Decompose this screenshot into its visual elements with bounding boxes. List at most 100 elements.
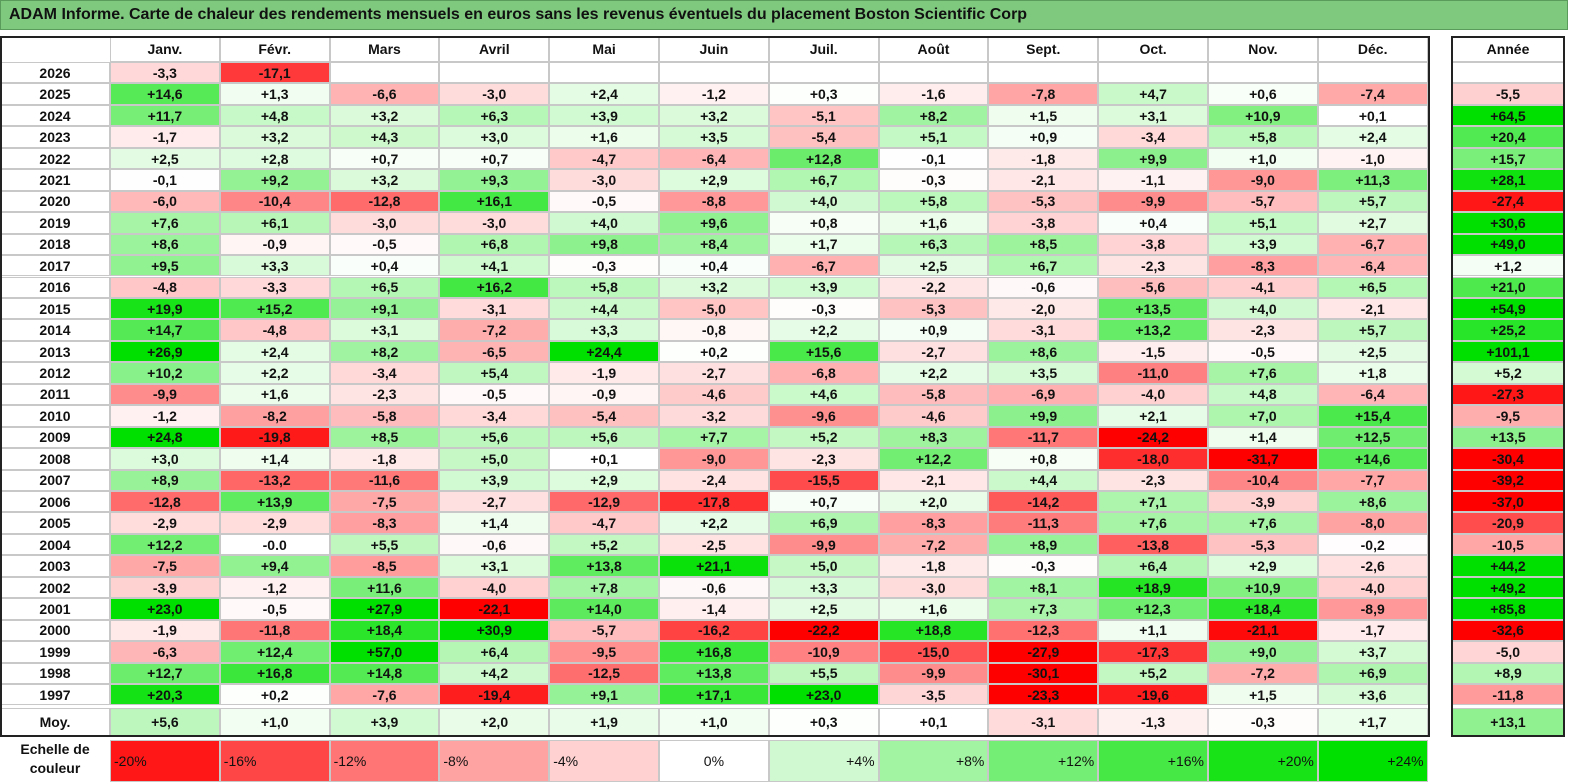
heat-cell: -6,9 (988, 383, 1099, 406)
color-scale-label: Echelle de couleur (2, 740, 108, 782)
average-cell: +0,1 (878, 707, 989, 736)
heat-cell: +0,6 (1208, 83, 1318, 105)
annual-cell: +21,0 (1452, 276, 1564, 298)
color-scale-swatch: +8% (878, 740, 989, 782)
average-cell: -1,3 (1098, 707, 1208, 736)
color-scale-swatch: +12% (988, 740, 1099, 782)
heat-cell: -9,9 (878, 662, 989, 685)
year-label: 2012 (0, 362, 110, 384)
heat-cell: -3,8 (988, 212, 1099, 234)
heat-cell: -2,3 (1098, 255, 1208, 277)
heat-cell: +3,3 (768, 576, 879, 599)
heat-cell: -0,5 (1208, 340, 1318, 363)
heat-cell: +16,8 (659, 641, 769, 663)
heat-cell: +4,3 (329, 126, 440, 148)
heat-cell: -6,4 (659, 147, 769, 170)
color-scale-swatch: -20% (110, 740, 220, 782)
heat-cell: +9,9 (1098, 147, 1208, 170)
heat-cell: +0,7 (768, 491, 879, 513)
heat-cell: -14,2 (988, 491, 1099, 513)
heat-cell: -2,9 (110, 512, 220, 534)
heat-cell: -4,0 (1098, 383, 1208, 406)
heat-cell: +2,4 (549, 83, 659, 105)
heat-cell: -6,8 (768, 362, 879, 384)
heat-cell: -3,3 (110, 62, 220, 84)
heat-cell: -4,0 (439, 576, 550, 599)
heat-cell: -0,5 (549, 190, 659, 213)
heat-cell: -15,5 (768, 469, 879, 491)
annual-cell: +54,9 (1452, 297, 1564, 320)
heat-cell: +3,2 (329, 169, 440, 191)
year-label: 2004 (0, 533, 110, 556)
heat-cell: -6,0 (110, 190, 220, 213)
heat-cell: -12,3 (988, 619, 1099, 642)
heat-cell: -3,1 (988, 319, 1099, 341)
heat-cell: +3,5 (659, 126, 769, 148)
heat-cell: -10,4 (219, 190, 330, 213)
heat-cell: +4,4 (988, 469, 1099, 491)
heat-cell: -3,1 (439, 297, 550, 320)
heat-cell: -1,6 (878, 83, 989, 105)
heat-cell: +5,0 (439, 448, 550, 470)
heat-cell: +5,8 (549, 276, 659, 298)
heat-cell: -8,5 (329, 555, 440, 577)
heat-cell: +12,2 (878, 448, 989, 470)
color-scale-swatch: -4% (549, 740, 659, 782)
year-label: 2015 (0, 297, 110, 320)
year-label: 2005 (0, 512, 110, 534)
heat-cell: +7,6 (110, 212, 220, 234)
average-annual-cell: +13,1 (1452, 707, 1564, 736)
average-cell: +3,9 (329, 707, 440, 736)
heat-cell: -8,2 (219, 405, 330, 427)
heat-cell: +3,3 (219, 255, 330, 277)
heat-cell: -7,2 (439, 319, 550, 341)
average-cell: -3,1 (988, 707, 1099, 736)
heat-cell: -4,0 (1317, 576, 1428, 599)
annual-cell: +15,7 (1452, 147, 1564, 170)
year-label: 2000 (0, 619, 110, 642)
heat-cell: +2,5 (110, 147, 220, 170)
annual-cell: +49,0 (1452, 233, 1564, 256)
heat-cell (659, 62, 769, 84)
heat-cell: +14,0 (549, 598, 659, 620)
heat-cell (878, 62, 989, 84)
heat-cell: -1,2 (659, 83, 769, 105)
heat-cell: -0,9 (219, 233, 330, 256)
heat-cell: +13,2 (1098, 319, 1208, 341)
heat-cell: -18,0 (1098, 448, 1208, 470)
heat-cell: +8,9 (110, 469, 220, 491)
heat-cell: +6,4 (439, 641, 550, 663)
heat-cell: -0,8 (659, 319, 769, 341)
heat-cell: -0,3 (768, 297, 879, 320)
heat-cell: +20,3 (110, 684, 220, 706)
annual-cell: -10,5 (1452, 533, 1564, 556)
heat-cell: -5,6 (1098, 276, 1208, 298)
heat-cell: +21,1 (659, 555, 769, 577)
heat-cell: -17,8 (659, 491, 769, 513)
heat-cell: +8,6 (1317, 491, 1428, 513)
heat-cell: -17,1 (219, 62, 330, 84)
heat-cell: +2,9 (1208, 555, 1318, 577)
annual-cell: +8,9 (1452, 662, 1564, 685)
heat-cell: -0,6 (659, 576, 769, 599)
heat-cell: +5,6 (439, 426, 550, 449)
heat-cell (1317, 62, 1428, 84)
annual-cell: -20,9 (1452, 512, 1564, 534)
heat-cell: +18,8 (878, 619, 989, 642)
annual-cell: +30,6 (1452, 212, 1564, 234)
year-label: 1999 (0, 641, 110, 663)
heat-cell: -12,8 (110, 491, 220, 513)
heat-cell: +15,4 (1317, 405, 1428, 427)
annual-cell: +25,2 (1452, 319, 1564, 341)
average-cell: +2,0 (439, 707, 550, 736)
month-header: Juil. (768, 36, 879, 62)
heat-cell: +5,5 (329, 533, 440, 556)
heat-cell: -3,0 (439, 83, 550, 105)
annual-cell: -5,5 (1452, 83, 1564, 105)
heat-cell: -19,6 (1098, 684, 1208, 706)
heat-cell: -7,2 (878, 533, 989, 556)
heat-cell: +6,9 (1317, 662, 1428, 685)
heat-cell: +12,5 (1317, 426, 1428, 449)
heat-cell: -0,1 (110, 169, 220, 191)
heat-cell: +6,5 (1317, 276, 1428, 298)
